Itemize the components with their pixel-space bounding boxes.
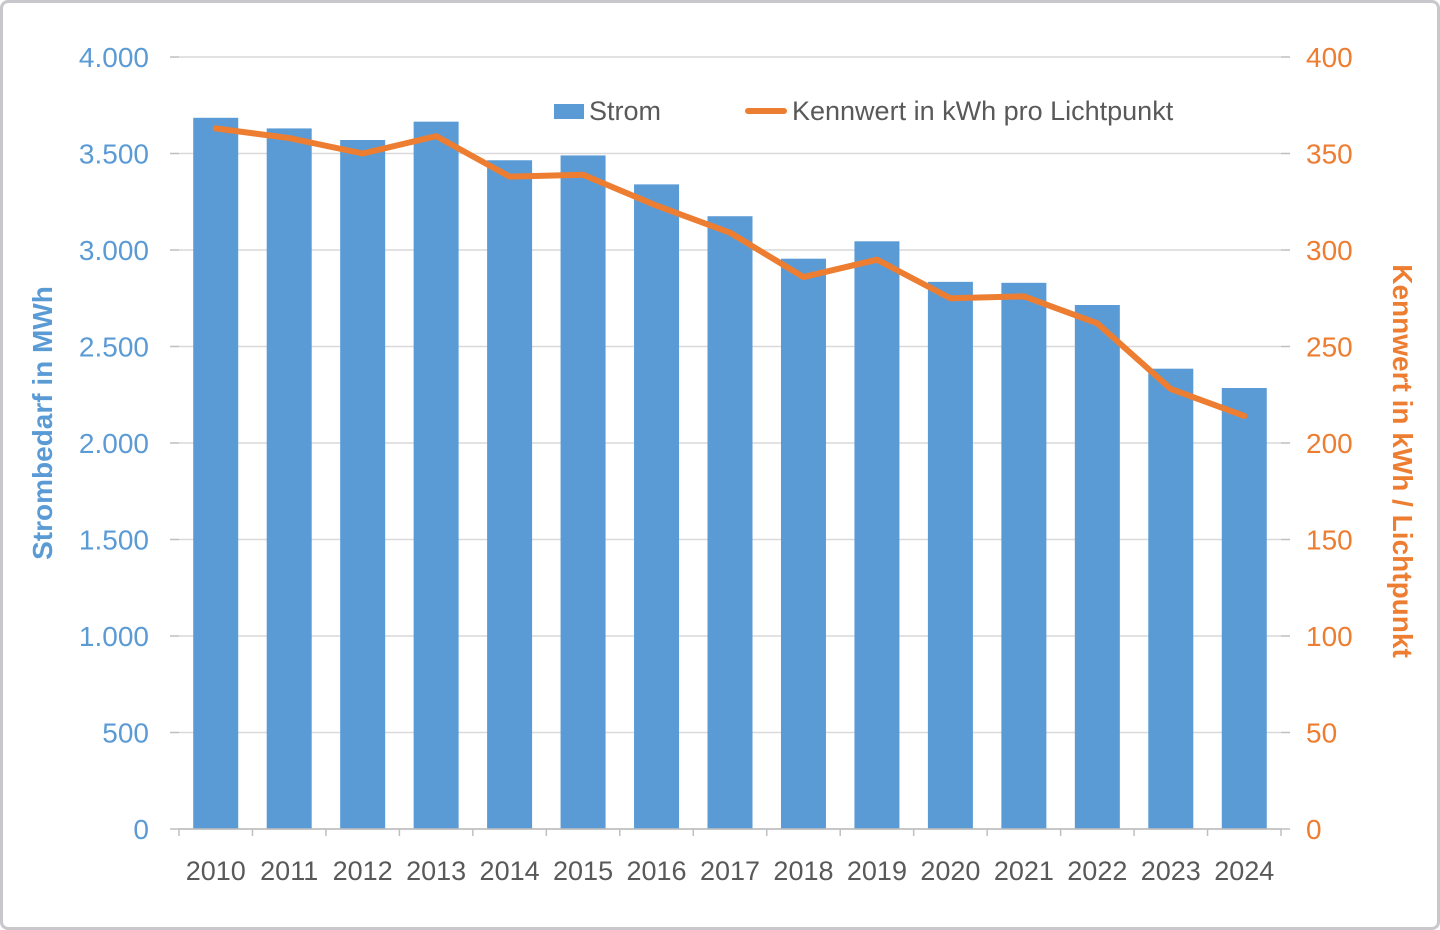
bar-2018 — [780, 258, 826, 829]
legend-label-strom: Strom — [589, 95, 662, 126]
bar-2012 — [340, 139, 386, 830]
left-axis-tick-label: 3.500 — [79, 139, 149, 170]
bar-2015 — [560, 155, 606, 829]
left-axis-tick-label: 1.000 — [79, 621, 149, 652]
x-axis-label: 2017 — [700, 856, 760, 886]
kennwert-line — [212, 125, 1248, 419]
x-axis-label: 2022 — [1067, 856, 1127, 886]
bar-2023 — [1148, 368, 1194, 829]
legend-label-kennwert: Kennwert in kWh pro Lichtpunkt — [792, 95, 1174, 126]
plot-area: 0 0 500 50 1.000 100 1.500 150 2.000 200 2.500 250 3… — [79, 42, 1353, 886]
left-axis-tick-label: 3.000 — [79, 235, 149, 266]
x-axis-label: 2010 — [186, 856, 246, 886]
right-axis-tick-label: 100 — [1306, 621, 1353, 652]
left-axis-tick-label: 500 — [102, 718, 149, 749]
left-axis-tick-label: 0 — [133, 814, 149, 845]
right-axis-tick-label: 200 — [1306, 428, 1353, 459]
x-axis-label: 2013 — [406, 856, 466, 886]
left-axis-tick-label: 1.500 — [79, 525, 149, 556]
right-axis-title: Kennwert in kWh / Lichtpunkt — [1387, 264, 1418, 658]
x-axis-label: 2014 — [480, 856, 540, 886]
bar-2013 — [413, 121, 459, 829]
bar-2011 — [266, 128, 312, 829]
right-axis-tick-label: 0 — [1306, 814, 1322, 845]
right-axis-tick-label: 150 — [1306, 525, 1353, 556]
x-axis-label: 2016 — [626, 856, 686, 886]
x-axis-label: 2021 — [994, 856, 1054, 886]
bar-2022 — [1074, 305, 1120, 829]
x-axis-label: 2011 — [260, 856, 318, 886]
bar-2024 — [1221, 387, 1267, 829]
bar-2016 — [634, 184, 680, 829]
right-axis-tick-label: 350 — [1306, 139, 1353, 170]
x-axis-label: 2019 — [847, 856, 907, 886]
x-axis-label: 2015 — [553, 856, 613, 886]
x-axis-label: 2018 — [773, 856, 833, 886]
bar-series-swatch — [554, 103, 584, 119]
x-axis-label: 2012 — [333, 856, 393, 886]
left-axis-tick-label: 2.500 — [79, 332, 149, 363]
bar-2017 — [707, 216, 753, 830]
left-axis-tick-label: 4.000 — [79, 42, 149, 73]
bar-2021 — [1001, 282, 1047, 829]
right-axis-tick-label: 250 — [1306, 332, 1353, 363]
bar-2010 — [193, 117, 239, 830]
x-axis-label: 2024 — [1214, 856, 1274, 886]
right-axis-tick-label: 50 — [1306, 718, 1337, 749]
line-series-marker — [745, 108, 787, 114]
legend-item-strom: Strom — [554, 95, 661, 127]
right-axis-tick-label: 400 — [1306, 42, 1353, 73]
legend-item-kennwert: Kennwert in kWh pro Lichtpunkt — [745, 95, 1173, 127]
bar-2020 — [927, 281, 973, 830]
bar-2014 — [487, 160, 533, 829]
left-axis-tick-label: 2.000 — [79, 428, 149, 459]
bar-2019 — [854, 241, 900, 829]
right-axis-tick-label: 300 — [1306, 235, 1353, 266]
x-axis-label: 2020 — [920, 856, 980, 886]
x-axis-label: 2023 — [1141, 856, 1201, 886]
left-axis-title: Strombedarf in MWh — [27, 286, 58, 560]
